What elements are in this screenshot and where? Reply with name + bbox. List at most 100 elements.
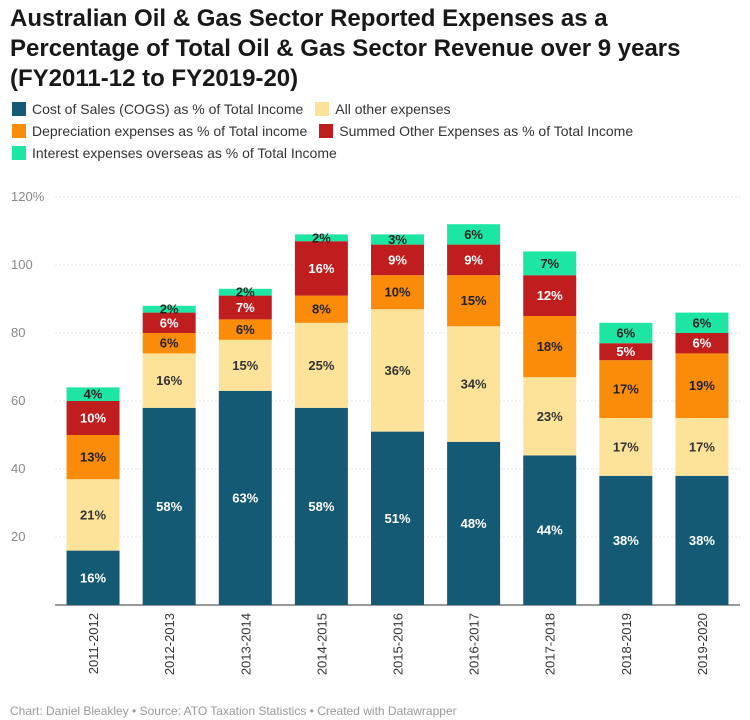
legend-swatch-cogs [12, 102, 26, 116]
bar-segment [523, 377, 577, 456]
data-label: 9% [464, 252, 483, 267]
legend-item-summed: Summed Other Expenses as % of Total Inco… [319, 123, 633, 139]
chart-footer: Chart: Daniel Bleakley • Source: ATO Tax… [10, 704, 457, 718]
data-label: 17% [689, 439, 715, 454]
data-label: 38% [689, 533, 715, 548]
data-label: 16% [80, 570, 106, 585]
data-label: 34% [461, 377, 487, 392]
data-label: 6% [236, 322, 255, 337]
bar-segment [371, 234, 424, 245]
data-label: 15% [232, 358, 258, 373]
bar-segment [675, 312, 729, 333]
bar-segment [218, 295, 272, 320]
bar-segment [523, 455, 577, 605]
data-label: 2% [236, 285, 255, 300]
data-label: 6% [693, 336, 712, 351]
legend-row-1: Cost of Sales (COGS) as % of Total Incom… [12, 98, 742, 120]
data-label: 6% [160, 315, 179, 330]
bar-segment [447, 441, 501, 605]
bar-segment [218, 288, 272, 296]
data-label: 25% [308, 358, 334, 373]
data-label: 12% [537, 288, 563, 303]
bar-segment [218, 319, 272, 340]
y-tick-label: 120% [11, 189, 45, 204]
data-label: 7% [540, 256, 559, 271]
legend-label-other: All other expenses [335, 101, 451, 117]
bar-segment [66, 479, 120, 551]
bar-segment [523, 316, 577, 378]
bar-segment [294, 407, 348, 605]
x-tick-label: 2019-2020 [695, 613, 710, 675]
x-tick-label: 2016-2017 [467, 613, 482, 675]
bar-segment [142, 353, 196, 408]
data-label: 21% [80, 507, 106, 522]
legend-item-cogs: Cost of Sales (COGS) as % of Total Incom… [12, 101, 303, 117]
x-tick-label: 2012-2013 [162, 613, 177, 675]
y-tick-label: 60 [11, 393, 25, 408]
bar-segment [142, 407, 196, 605]
bar-segment [675, 333, 729, 354]
data-label: 2% [312, 230, 331, 245]
data-label: 17% [613, 382, 639, 397]
legend-row-2: Depreciation expenses as % of Total inco… [12, 120, 742, 142]
data-label: 19% [689, 378, 715, 393]
data-label: 51% [384, 511, 410, 526]
data-label: 5% [616, 344, 635, 359]
x-tick-label: 2013-2014 [238, 613, 253, 675]
legend-swatch-depreciation [12, 124, 26, 138]
bar-segment [523, 275, 577, 316]
data-label: 6% [693, 315, 712, 330]
legend-item-other: All other expenses [315, 101, 450, 117]
data-label: 38% [613, 533, 639, 548]
data-label: 48% [461, 516, 487, 531]
stacked-bar-chart: 20 40 60 80 100 120% 16% 21% 13% 10% 4% 2011-2012 58… [11, 189, 740, 675]
bar-segment [218, 339, 272, 391]
bar-segment [66, 387, 120, 401]
data-label: 58% [156, 499, 182, 514]
data-label: 18% [537, 339, 563, 354]
legend-item-interest: Interest expenses overseas as % of Total… [12, 145, 337, 161]
data-label: 4% [84, 387, 103, 402]
x-tick-label: 2015-2016 [391, 613, 406, 675]
bar-segment [371, 244, 424, 276]
data-label: 3% [388, 232, 407, 247]
bar-segment [447, 244, 501, 276]
data-label: 44% [537, 523, 563, 538]
bar-segment [523, 251, 577, 276]
bar-segment [675, 353, 729, 418]
bar-segment [675, 418, 729, 476]
chart-legend: Cost of Sales (COGS) as % of Total Incom… [12, 98, 742, 164]
legend-swatch-summed [319, 124, 334, 138]
bar-segment [371, 431, 424, 605]
y-tick-label: 40 [11, 461, 25, 476]
legend-label-summed: Summed Other Expenses as % of Total Inco… [339, 123, 634, 139]
x-tick-label: 2011-2012 [86, 613, 101, 674]
bar-segment [66, 550, 120, 605]
legend-label-interest: Interest expenses overseas as % of Total… [32, 145, 337, 161]
x-tick-label: 2017-2018 [543, 613, 558, 675]
data-label: 8% [312, 302, 331, 317]
data-label: 9% [388, 252, 407, 267]
data-label: 17% [613, 439, 639, 454]
data-label: 2% [160, 302, 179, 317]
data-label: 16% [308, 261, 334, 276]
bar-segment [294, 322, 348, 408]
bar-segment [599, 360, 653, 418]
data-label: 7% [236, 300, 255, 315]
bar-segment [371, 309, 424, 432]
data-label: 58% [308, 499, 334, 514]
legend-swatch-other [315, 102, 330, 116]
bar-segment [447, 326, 501, 442]
bar-segment [66, 401, 120, 435]
y-tick-label: 100 [11, 257, 33, 272]
legend-label-cogs: Cost of Sales (COGS) as % of Total Incom… [32, 101, 304, 117]
data-label: 6% [160, 336, 179, 351]
data-label: 6% [616, 326, 635, 341]
data-label: 36% [384, 363, 410, 378]
x-tick-label: 2018-2019 [619, 613, 634, 675]
bar-segment [599, 418, 653, 476]
bar-segment [447, 224, 501, 245]
data-label: 23% [537, 409, 563, 424]
bar-segment [447, 275, 501, 327]
bar-segment [66, 435, 120, 480]
